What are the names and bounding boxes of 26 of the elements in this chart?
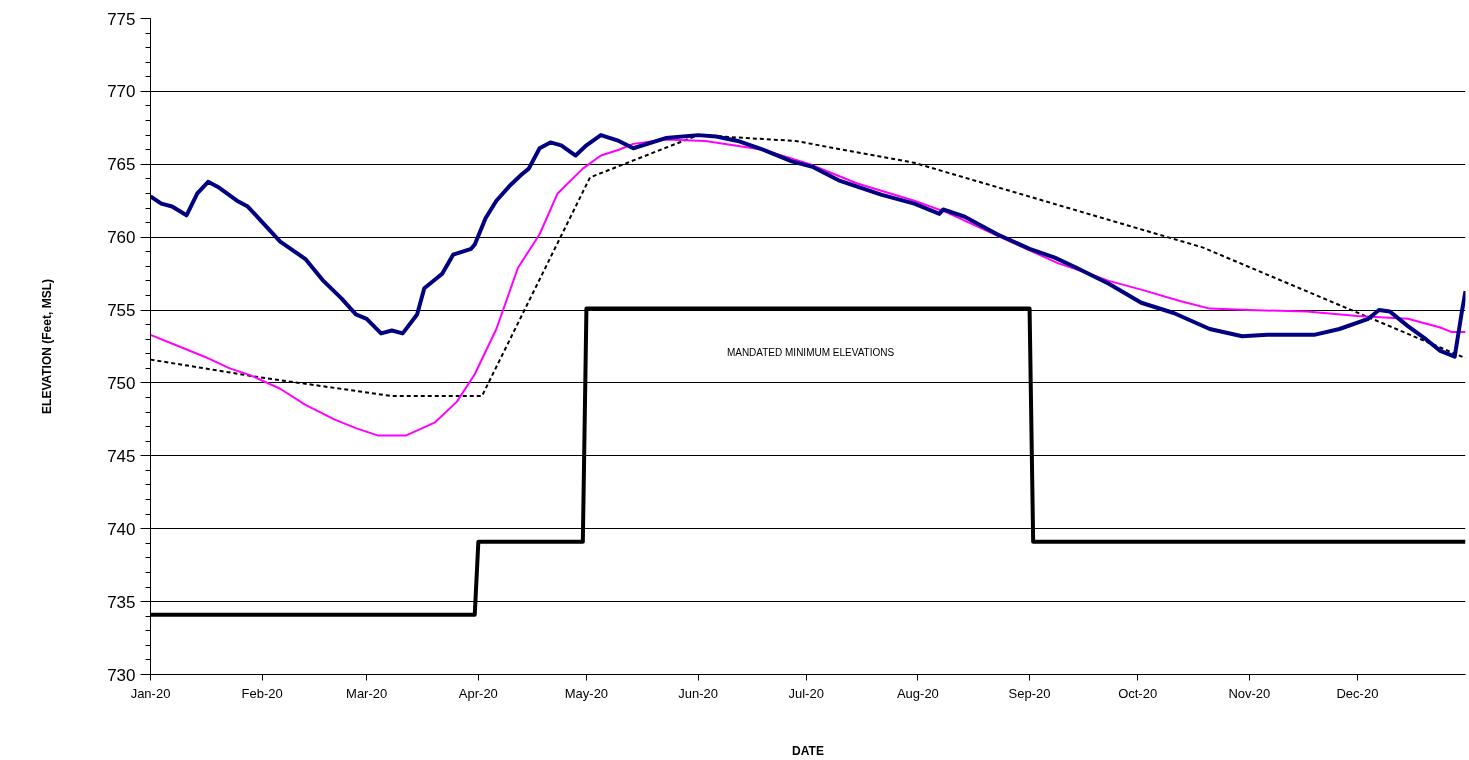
y-tick-label: 770: [107, 82, 136, 102]
x-tick-label: Nov-20: [1228, 685, 1271, 701]
x-tick-label: Jan-20: [130, 685, 171, 701]
line-series: [150, 133, 1466, 359]
x-tick-label: Aug-20: [896, 685, 939, 701]
y-tick-label: 775: [107, 9, 136, 29]
x-tick-label: Apr-20: [458, 685, 498, 701]
y-tick-label: 730: [107, 665, 136, 685]
x-tick-label: Oct-20: [1118, 685, 1158, 701]
x-tick-label: Jun-20: [678, 685, 718, 701]
y-tick-label: 735: [107, 592, 136, 612]
x-tick-label: May-20: [564, 685, 609, 701]
x-tick-label: Sep-20: [1008, 685, 1051, 701]
x-axis-title: DATE: [792, 743, 824, 758]
y-tick-label: 740: [107, 519, 136, 539]
x-tick-label: Mar-20: [346, 685, 388, 701]
y-tick-label: 750: [107, 373, 136, 393]
x-tick-label: Jul-20: [788, 685, 824, 701]
y-tick-label: 765: [107, 155, 136, 175]
x-tick-label: Feb-20: [241, 685, 283, 701]
y-axis-title: ELEVATION (Feet, MSL): [40, 279, 55, 414]
y-tick-label: 755: [107, 301, 136, 321]
annotation: MANDATED MINIMUM ELEVATIONS: [726, 347, 895, 358]
y-tick-label: 745: [107, 446, 136, 466]
y-tick-label: 760: [107, 228, 136, 248]
x-tick-label: Dec-20: [1336, 685, 1379, 701]
